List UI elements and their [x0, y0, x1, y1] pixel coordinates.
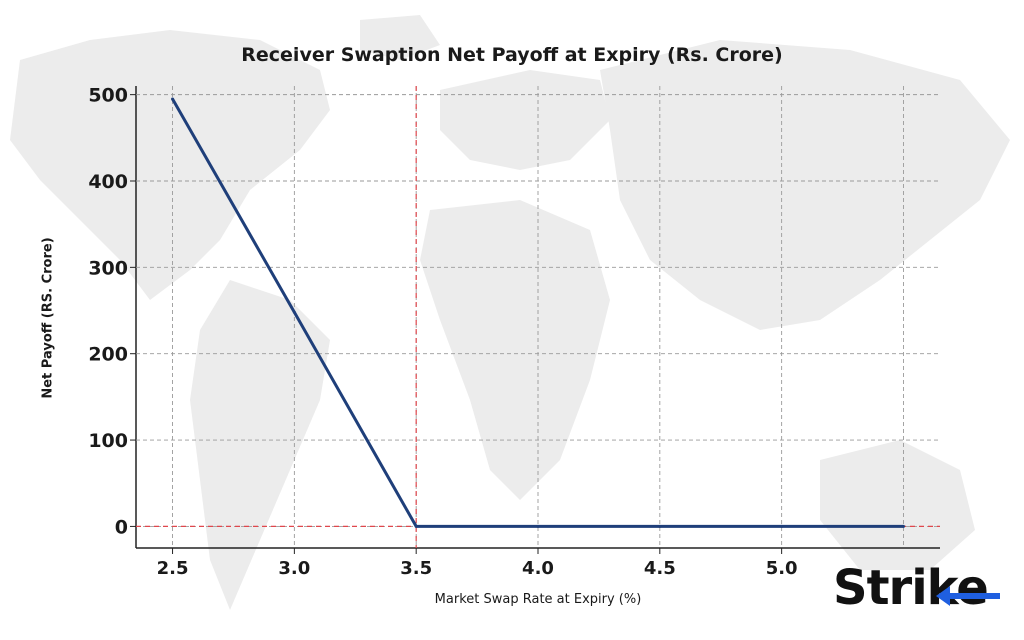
x-tick-label: 4.5: [644, 558, 676, 579]
x-tick-label: 3.0: [278, 558, 310, 579]
data-point: [536, 524, 540, 528]
y-tick-label: 200: [88, 344, 128, 366]
x-tick-label: 4.0: [522, 558, 554, 579]
y-axis-label: Net Payoff (RS. Crore): [40, 237, 56, 399]
x-tick-label: 3.5: [400, 558, 432, 579]
logo-arrow-head-icon: [936, 586, 950, 606]
data-point: [414, 524, 418, 528]
y-tick-label: 400: [88, 171, 128, 193]
x-tick-label: 5.0: [766, 558, 798, 579]
strike-logo: Strike: [833, 560, 989, 616]
y-tick-label: 100: [88, 430, 128, 452]
y-tick-label: 300: [88, 257, 128, 279]
chart-title: Receiver Swaption Net Payoff at Expiry (…: [241, 44, 783, 66]
tick-labels-layer: 2.5 3.0 3.5 4.0 4.5 5.0 0 100 200 300 400 500: [88, 85, 797, 579]
data-point: [901, 524, 905, 528]
x-tick-label: 2.5: [157, 558, 189, 579]
series-layer: [171, 97, 905, 528]
logo-arrow-shaft-icon: [944, 593, 1000, 599]
y-tick-label: 500: [88, 85, 128, 107]
grid-layer: [136, 86, 940, 548]
data-point: [292, 310, 296, 314]
data-point: [780, 524, 784, 528]
x-axis-label: Market Swap Rate at Expiry (%): [434, 592, 642, 607]
y-tick-label: 0: [115, 516, 128, 538]
data-point: [658, 524, 662, 528]
data-point: [171, 97, 175, 101]
